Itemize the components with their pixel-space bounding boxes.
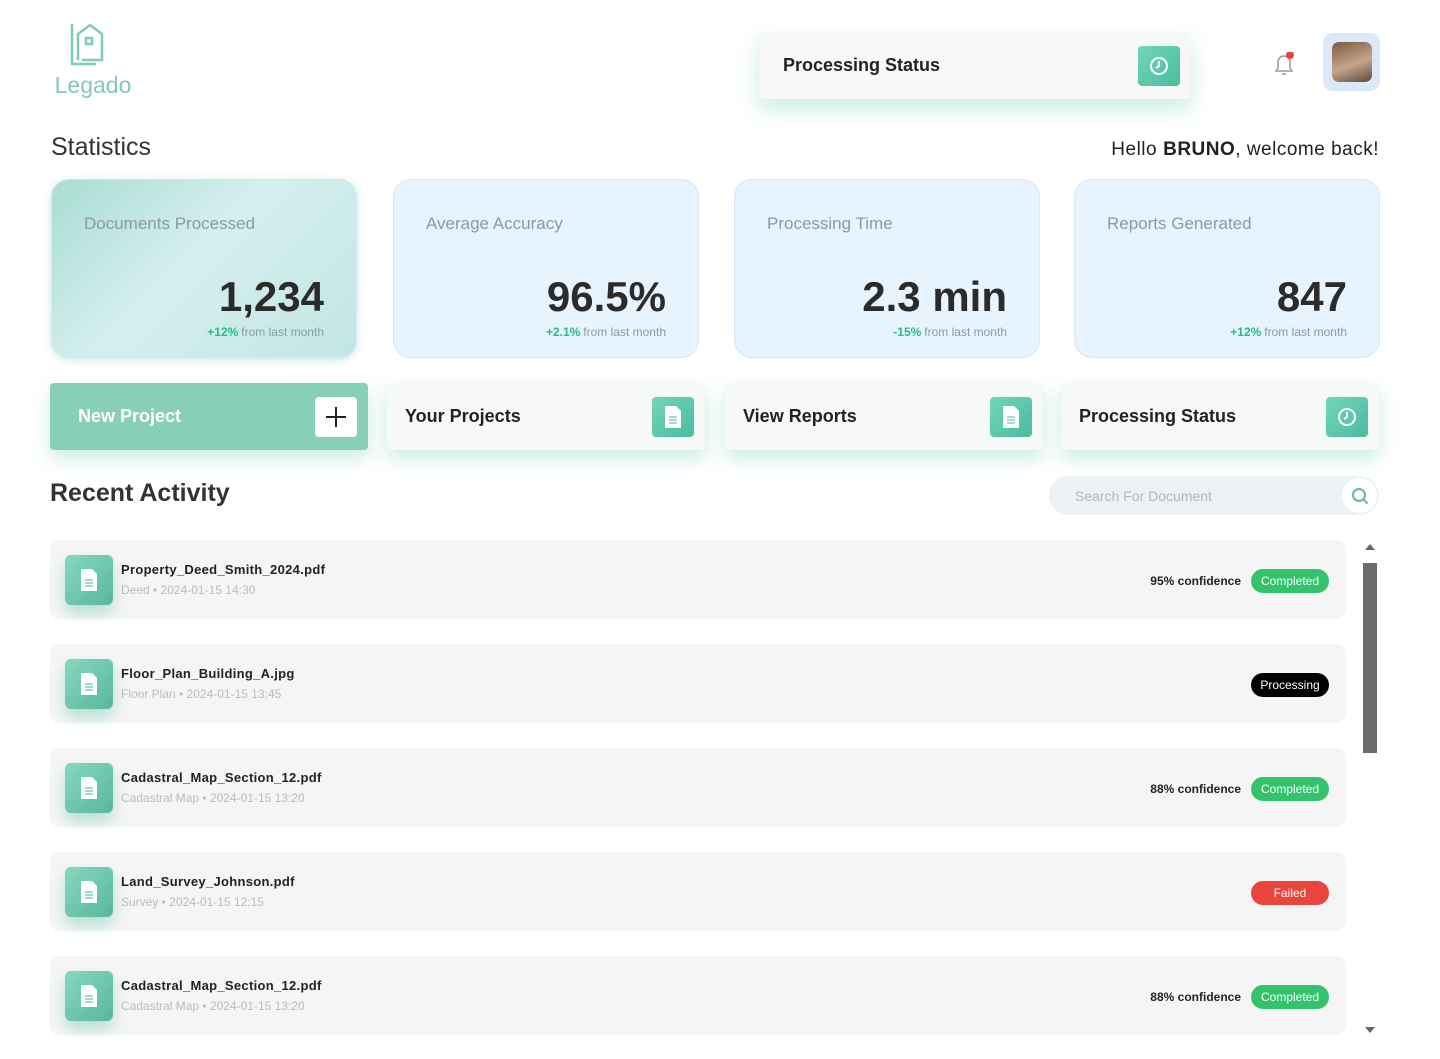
action-icon xyxy=(990,396,1032,437)
action-button[interactable]: Your Projects xyxy=(387,383,705,450)
status-badge: Completed xyxy=(1251,777,1329,801)
action-button[interactable]: New Project xyxy=(50,383,368,450)
greeting-suffix: , welcome back! xyxy=(1235,139,1379,160)
action-icon xyxy=(315,396,357,437)
file-icon xyxy=(65,555,113,605)
action-icon xyxy=(652,396,694,437)
confidence: 95% confidence xyxy=(1150,574,1241,588)
file-meta: Survey • 2024-01-15 12:15 xyxy=(121,895,264,909)
change-value: -15% xyxy=(893,325,922,339)
action-label: Processing Status xyxy=(1079,406,1237,426)
action-label: New Project xyxy=(78,406,182,426)
file-icon xyxy=(65,659,113,709)
stat-value: 1,234 xyxy=(218,273,324,320)
search-icon[interactable] xyxy=(1342,478,1377,513)
file-meta: Floor Plan • 2024-01-15 13:45 xyxy=(121,687,282,701)
search-placeholder: Search For Document xyxy=(1075,488,1212,504)
stat-label: Processing Time xyxy=(767,214,893,233)
clock-icon xyxy=(1138,45,1180,86)
section-title: Statistics xyxy=(51,133,152,161)
row-status: Processing xyxy=(1251,673,1329,697)
scrollbar-thumb[interactable] xyxy=(1363,563,1377,753)
activity-row[interactable]: Land_Survey_Johnson.pdf Survey • 2024-01-… xyxy=(50,852,1346,931)
stat-change: +2.1% from last month xyxy=(546,325,666,339)
file-name: Cadastral_Map_Section_12.pdf xyxy=(121,978,322,993)
stat-change: +12% from last month xyxy=(1230,325,1347,339)
stat-change: +12% from last month xyxy=(207,325,324,339)
action-button[interactable]: View Reports xyxy=(725,383,1043,450)
change-value: +2.1% xyxy=(545,325,581,339)
stat-card: Reports Generated 847 +12% from last month xyxy=(1074,179,1380,358)
button-label: Processing Status xyxy=(783,55,941,75)
activity-row[interactable]: Cadastral_Map_Section_12.pdf Cadastral Ma… xyxy=(50,956,1346,1035)
change-note: from last month xyxy=(924,325,1007,339)
notification-bell[interactable] xyxy=(1272,51,1296,83)
file-meta: Deed • 2024-01-15 14:30 xyxy=(121,583,256,597)
file-icon xyxy=(65,763,113,813)
file-meta: Cadastral Map • 2024-01-15 13:20 xyxy=(121,791,305,805)
greeting-prefix: Hello xyxy=(1111,139,1158,160)
row-status: 95% confidence Completed xyxy=(1150,569,1329,593)
processing-status-button[interactable]: Processing Status xyxy=(759,32,1191,99)
stat-card: Processing Time 2.3 min -15% from last mont… xyxy=(734,179,1040,358)
change-value: +12% xyxy=(1230,325,1262,339)
file-icon xyxy=(65,867,113,917)
file-name: Property_Deed_Smith_2024.pdf xyxy=(121,562,326,577)
confidence: 88% confidence xyxy=(1150,990,1241,1004)
status-badge: Completed xyxy=(1251,985,1329,1009)
stat-card: Documents Processed 1,234 +12% from last mo… xyxy=(51,179,357,358)
change-note: from last month xyxy=(1264,325,1347,339)
row-status: Failed xyxy=(1251,881,1329,905)
file-icon xyxy=(65,971,113,1021)
stat-label: Average Accuracy xyxy=(426,214,563,233)
stat-card: Average Accuracy 96.5% +2.1% from last mont… xyxy=(393,179,699,358)
stat-value: 96.5% xyxy=(546,273,666,320)
stat-value: 847 xyxy=(1276,273,1347,320)
status-badge: Failed xyxy=(1251,881,1329,905)
user-name: BRUNO xyxy=(1163,139,1236,160)
action-label: Your Projects xyxy=(405,406,521,426)
confidence: 88% confidence xyxy=(1150,782,1241,796)
change-note: from last month xyxy=(583,325,666,339)
logo[interactable]: Legado xyxy=(48,22,138,99)
search-box[interactable]: Search For Document xyxy=(1049,476,1379,515)
logo-icon xyxy=(70,23,104,66)
stat-label: Documents Processed xyxy=(84,214,256,233)
change-value: +12% xyxy=(207,325,239,339)
greeting: Hello BRUNO, welcome back! xyxy=(1111,139,1379,161)
stat-label: Reports Generated xyxy=(1107,214,1252,233)
activity-row[interactable]: Floor_Plan_Building_A.jpg Floor Plan • 20… xyxy=(50,644,1346,723)
row-status: 88% confidence Completed xyxy=(1150,777,1329,801)
scroll-down[interactable] xyxy=(1364,1026,1376,1034)
activity-row[interactable]: Property_Deed_Smith_2024.pdf Deed • 2024-… xyxy=(50,540,1346,619)
change-note: from last month xyxy=(241,325,324,339)
status-badge: Completed xyxy=(1251,569,1329,593)
file-name: Land_Survey_Johnson.pdf xyxy=(121,874,295,889)
row-status: 88% confidence Completed xyxy=(1150,985,1329,1009)
user-avatar[interactable] xyxy=(1323,33,1380,91)
file-meta: Cadastral Map • 2024-01-15 13:20 xyxy=(121,999,305,1013)
scroll-up[interactable] xyxy=(1364,543,1376,551)
action-label: View Reports xyxy=(743,406,857,426)
action-icon xyxy=(1326,396,1368,437)
file-name: Cadastral_Map_Section_12.pdf xyxy=(121,770,322,785)
status-badge: Processing xyxy=(1251,673,1329,697)
stat-change: -15% from last month xyxy=(893,325,1007,339)
stat-value: 2.3 min xyxy=(862,273,1007,320)
file-name: Floor_Plan_Building_A.jpg xyxy=(121,666,295,681)
activity-row[interactable]: Cadastral_Map_Section_12.pdf Cadastral Ma… xyxy=(50,748,1346,827)
action-button[interactable]: Processing Status xyxy=(1061,383,1379,450)
logo-text: Legado xyxy=(54,72,132,98)
section-title: Recent Activity xyxy=(50,479,230,507)
